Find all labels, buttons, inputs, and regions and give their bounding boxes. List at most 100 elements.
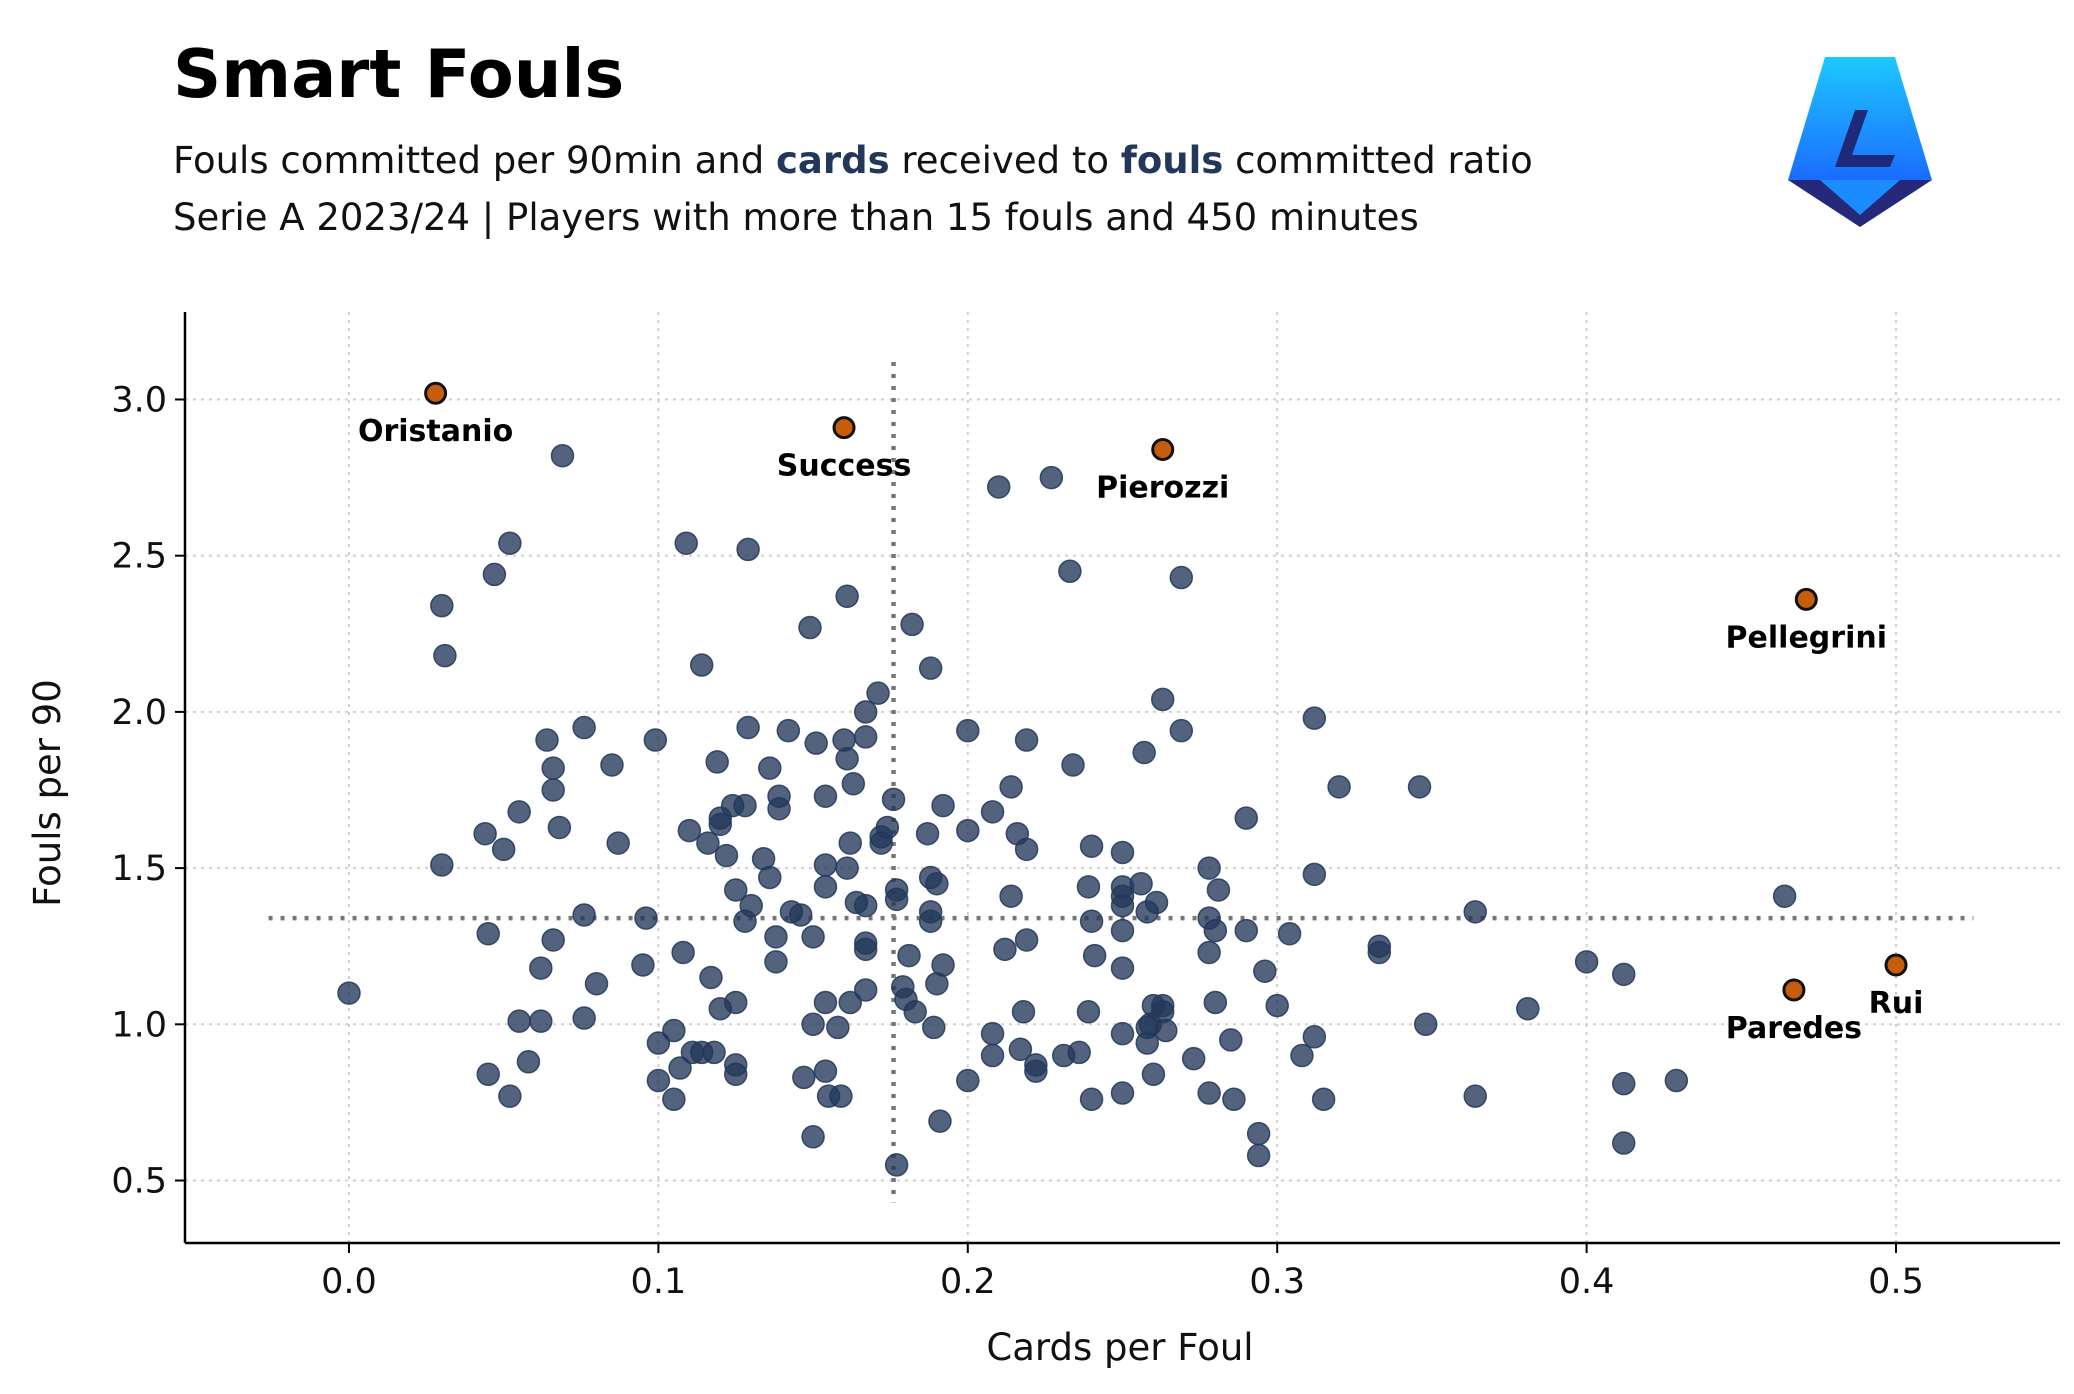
data-point xyxy=(1203,918,1228,943)
data-point xyxy=(1302,706,1327,730)
y-tick-label: 1.0 xyxy=(111,1005,167,1045)
data-point xyxy=(643,728,668,752)
data-point xyxy=(1197,856,1221,880)
data-point xyxy=(1014,928,1039,952)
data-point xyxy=(838,990,862,1015)
data-point xyxy=(634,906,658,930)
data-point xyxy=(1132,740,1156,765)
mean-lines xyxy=(268,361,1974,1203)
highlighted-points: Oristanio Success Pierozzi Pellegrini RuiPar… xyxy=(358,381,1924,1046)
data-point xyxy=(1206,878,1231,902)
data-point xyxy=(813,853,838,877)
data-point xyxy=(918,909,943,933)
player-label: Rui xyxy=(1869,986,1924,1021)
data-point xyxy=(736,537,760,562)
data-point xyxy=(1611,962,1636,987)
data-point xyxy=(853,978,878,1002)
highlight-point xyxy=(1782,978,1806,1002)
data-point xyxy=(1772,884,1797,908)
data-point xyxy=(1058,559,1082,584)
data-point xyxy=(1463,1084,1487,1108)
data-point xyxy=(584,971,609,996)
data-point xyxy=(1014,728,1039,752)
x-tick-label: 0.1 xyxy=(631,1262,687,1302)
data-point xyxy=(804,731,828,755)
data-point xyxy=(491,837,516,862)
x-tick-label: 0.4 xyxy=(1559,1262,1615,1302)
y-tick-label: 3.0 xyxy=(111,380,167,420)
data-point xyxy=(767,796,791,821)
data-point xyxy=(1246,1121,1271,1146)
data-point xyxy=(600,753,624,777)
data-point xyxy=(516,1050,541,1074)
data-point xyxy=(674,531,698,555)
data-point xyxy=(993,937,1017,962)
y-tick-label: 2.0 xyxy=(111,693,167,733)
player-label: Oristanio xyxy=(358,414,513,449)
data-point xyxy=(915,821,940,846)
data-point xyxy=(881,787,906,812)
data-point xyxy=(1222,1087,1246,1112)
data-point xyxy=(853,700,878,724)
player-label: Pellegrini xyxy=(1726,620,1887,655)
data-point xyxy=(813,875,838,899)
subtitle-text-1: Fouls committed per 90min and xyxy=(173,139,776,182)
data-point xyxy=(1203,990,1228,1015)
data-point xyxy=(792,1065,816,1090)
data-point xyxy=(1516,996,1540,1021)
data-point xyxy=(1014,837,1039,862)
y-axis-label: Fouls per 90 xyxy=(26,679,69,907)
data-point xyxy=(813,990,838,1015)
data-point xyxy=(835,747,859,771)
data-point xyxy=(606,831,630,855)
axes: 0.0 0.1 0.2 0.3 0.4 0.5 0.5 1.0 1.5 2.0 2.5 3.0 xyxy=(111,312,2060,1302)
data-point xyxy=(631,953,655,977)
data-point xyxy=(884,1153,909,1177)
data-point xyxy=(1110,956,1135,980)
data-point xyxy=(430,593,454,618)
data-point xyxy=(801,1125,825,1149)
data-point xyxy=(433,643,457,668)
data-point xyxy=(1290,1043,1314,1068)
data-point xyxy=(1407,775,1432,799)
data-point xyxy=(776,718,801,743)
data-point xyxy=(541,756,565,780)
data-point xyxy=(1181,1046,1206,1071)
data-point xyxy=(798,615,822,640)
y-tick-label: 2.5 xyxy=(111,537,167,577)
data-point xyxy=(1039,465,1064,490)
data-point xyxy=(999,775,1023,799)
data-point xyxy=(1011,1000,1036,1024)
data-point xyxy=(1327,775,1351,799)
x-axis-label: Cards per Foul xyxy=(986,1326,1253,1369)
data-point xyxy=(507,800,531,824)
data-point xyxy=(1082,943,1107,968)
data-point xyxy=(1302,1025,1327,1049)
data-point xyxy=(1234,918,1259,943)
data-point xyxy=(1110,1081,1135,1105)
data-point xyxy=(1079,834,1104,858)
data-point xyxy=(1253,959,1277,983)
data-point xyxy=(572,1006,596,1030)
data-point xyxy=(1008,1037,1033,1062)
data-point xyxy=(1367,940,1392,965)
serie-a-logo-icon xyxy=(1788,57,1932,227)
data-point xyxy=(925,871,949,896)
data-point xyxy=(1265,993,1289,1018)
data-point xyxy=(999,884,1023,908)
data-point xyxy=(1197,940,1221,965)
data-point xyxy=(956,1068,980,1093)
data-point xyxy=(1110,1021,1135,1046)
data-point xyxy=(1311,1087,1336,1112)
data-points xyxy=(337,443,1797,1177)
data-point xyxy=(835,584,859,609)
data-point xyxy=(541,778,565,802)
data-point xyxy=(1129,871,1153,896)
highlight-point xyxy=(424,381,448,405)
data-point xyxy=(835,856,859,880)
data-point xyxy=(764,950,788,974)
data-point xyxy=(1302,862,1327,887)
data-point xyxy=(788,903,813,927)
y-tick-label: 1.5 xyxy=(111,849,167,889)
data-point xyxy=(1150,687,1175,712)
